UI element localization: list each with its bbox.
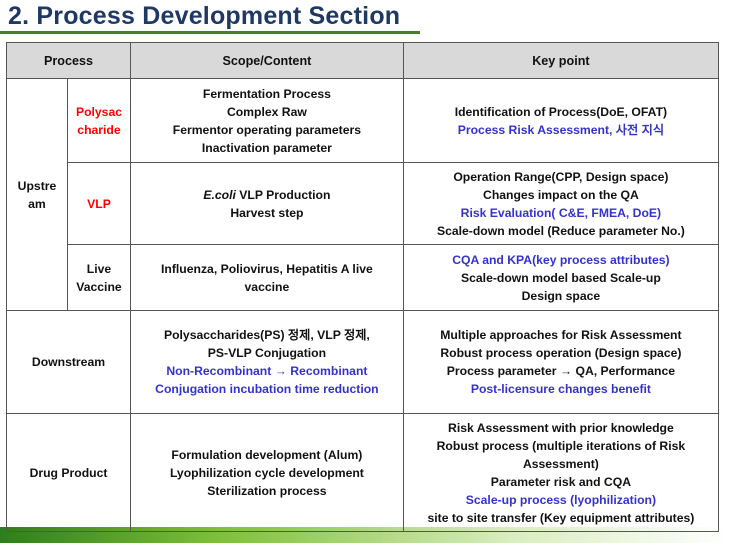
table-row-drug-product: Drug Product Formulation development (Al…: [6, 413, 720, 532]
scope-polysaccharide: Fermentation Process Complex Raw Ferment…: [130, 78, 404, 163]
sub-process-vlp: VLP: [66, 162, 132, 245]
scope-drug-product: Formulation development (Alum) Lyophiliz…: [130, 413, 404, 532]
scope-vlp: E.coli VLP Production Harvest step: [130, 162, 404, 245]
key-drug-product: Risk Assessment with prior knowledge Rob…: [402, 413, 720, 532]
key-live-vaccine: CQA and KPA(key process attributes) Scal…: [402, 244, 720, 311]
process-development-table: Process Scope/Content Key point Upstre a…: [6, 42, 720, 532]
title-underline: [0, 31, 420, 34]
scope-live-vaccine: Influenza, Poliovirus, Hepatitis A live …: [130, 244, 404, 311]
scope-downstream: Polysaccharides(PS) 정제, VLP 정제, PS-VLP C…: [130, 310, 404, 414]
header-scope: Scope/Content: [130, 42, 404, 79]
key-polysaccharide: Identification of Process(DoE, OFAT) Pro…: [402, 78, 720, 163]
table-row-live-vaccine: Live Vaccine Influenza, Poliovirus, Hepa…: [7, 244, 720, 311]
header-process: Process: [6, 42, 131, 79]
section-title: 2. Process Development Section: [8, 2, 401, 30]
sub-process-polysaccharide: Polysac charide: [66, 78, 132, 163]
key-vlp: Operation Range(CPP, Design space) Chang…: [402, 162, 720, 245]
table-row-downstream: Downstream Polysaccharides(PS) 정제, VLP 정…: [6, 310, 720, 414]
downstream-label: Downstream: [6, 310, 131, 414]
table-row-vlp: VLP E.coli VLP Production Harvest step O…: [7, 162, 720, 245]
header-key-point: Key point: [402, 42, 720, 79]
drug-product-label: Drug Product: [6, 413, 131, 532]
sub-process-live-vaccine: Live Vaccine: [66, 244, 132, 311]
key-downstream: Multiple approaches for Risk Assessment …: [402, 310, 720, 414]
table-row-polysaccharide: Upstre am Polysac charide Fermentation P…: [6, 78, 720, 311]
header-row: Process Scope/Content Key point: [6, 42, 720, 79]
upstream-label: Upstre am: [6, 78, 68, 311]
